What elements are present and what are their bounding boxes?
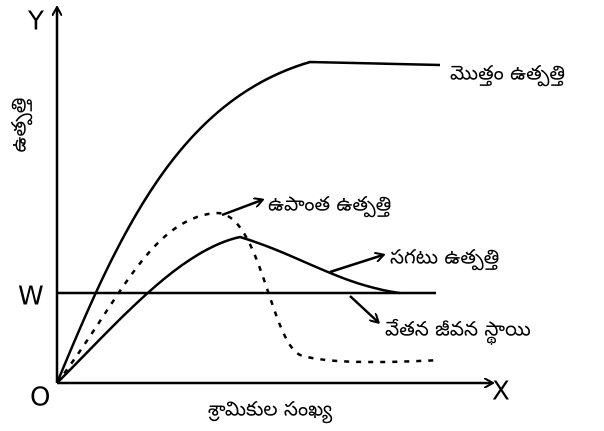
total-curve bbox=[55, 60, 441, 384]
y-axis-name: Y bbox=[27, 7, 44, 37]
average-curve bbox=[56, 235, 401, 384]
origin-label: O bbox=[30, 383, 50, 413]
wage-arrow bbox=[349, 295, 378, 322]
wage-mark: W bbox=[18, 282, 44, 312]
x-axis-name: X bbox=[492, 377, 510, 407]
total-label: మొత్తం ఉత్పత్తి bbox=[450, 61, 565, 87]
marginal-label: ఉపాంత ఉత్పత్తి bbox=[268, 192, 391, 218]
wage-label: వేతన జీవన స్థాయి bbox=[385, 317, 531, 346]
marginal-arrow bbox=[221, 200, 262, 217]
average-arrow bbox=[329, 255, 383, 274]
x-axis-label: శ్రామికుల సంఖ్య bbox=[208, 397, 333, 424]
average-label: సగటు ఉత్పత్తి bbox=[390, 245, 499, 271]
y-axis-label: ఉత్పత్తి bbox=[7, 98, 33, 153]
